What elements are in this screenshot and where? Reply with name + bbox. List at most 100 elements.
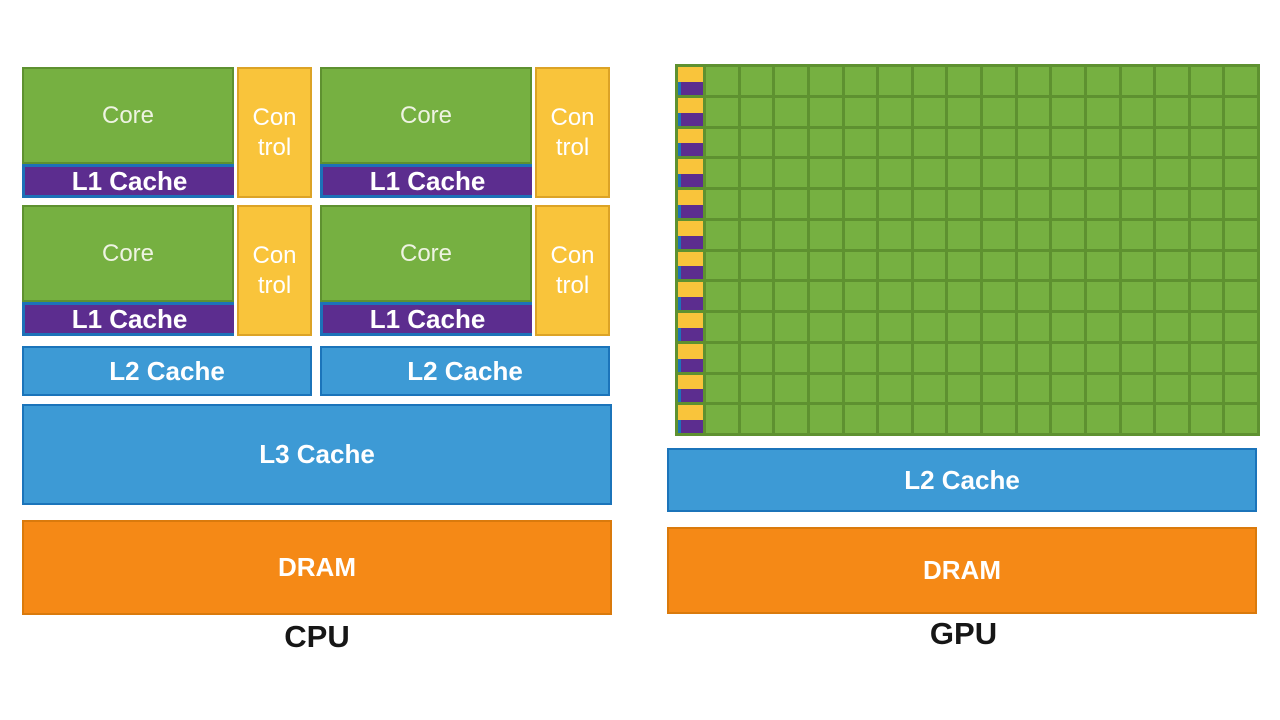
gpu-core-cell bbox=[913, 128, 946, 157]
gpu-control-l1-stripe bbox=[678, 313, 703, 341]
gpu-core-cell bbox=[1156, 313, 1188, 341]
cpu-core-unit: Core L1 Cache Con trol bbox=[22, 67, 312, 198]
gpu-core-cell bbox=[983, 159, 1015, 187]
gpu-core-cell bbox=[844, 282, 877, 310]
gpu-control-l1-stripe bbox=[678, 190, 703, 218]
gpu-core-cell bbox=[1052, 313, 1084, 341]
gpu-core-cell bbox=[948, 405, 980, 433]
control-label-line: trol bbox=[257, 271, 292, 299]
gpu-core-cell bbox=[879, 220, 911, 249]
gpu-core-cell bbox=[1052, 159, 1084, 187]
gpu-core-cell bbox=[1086, 190, 1119, 218]
gpu-core-cell bbox=[1121, 251, 1154, 280]
gpu-core-cell bbox=[809, 313, 842, 341]
gpu-core-cell bbox=[1086, 128, 1119, 157]
gpu-core-cell bbox=[948, 190, 980, 218]
gpu-core-cell bbox=[1225, 159, 1257, 187]
gpu-core-cell bbox=[983, 343, 1015, 372]
gpu-grid-row bbox=[678, 313, 1257, 341]
gpu-control-stripe bbox=[678, 251, 703, 267]
gpu-control-l1-stripe bbox=[678, 343, 703, 372]
gpu-core-cell bbox=[1156, 374, 1188, 403]
gpu-core-cell bbox=[879, 313, 911, 341]
gpu-control-stripe bbox=[678, 313, 703, 328]
gpu-core-cell bbox=[1190, 282, 1223, 310]
gpu-core-cell bbox=[879, 159, 911, 187]
cpu-dram-block: DRAM bbox=[22, 520, 612, 615]
gpu-core-cell bbox=[1086, 159, 1119, 187]
gpu-label: GPU bbox=[929, 616, 998, 651]
gpu-control-l1-stripe bbox=[678, 159, 703, 187]
gpu-l1-stripe bbox=[678, 297, 703, 310]
cpu-label: CPU bbox=[284, 619, 350, 654]
control-label-line: trol bbox=[555, 133, 590, 161]
gpu-l1-stripe bbox=[678, 143, 703, 157]
gpu-core-cell bbox=[948, 220, 980, 249]
cpu-core-block: Core bbox=[22, 67, 234, 164]
cpu-core-block: Core bbox=[320, 67, 532, 164]
gpu-core-cell bbox=[1017, 313, 1050, 341]
gpu-core-cell bbox=[1121, 128, 1154, 157]
gpu-l1-stripe bbox=[678, 420, 703, 433]
gpu-panel: L2 Cache DRAM GPU bbox=[667, 64, 1260, 667]
gpu-core-cell bbox=[1017, 343, 1050, 372]
gpu-core-cell bbox=[775, 313, 807, 341]
gpu-core-cell bbox=[983, 405, 1015, 433]
gpu-core-cell bbox=[1052, 128, 1084, 157]
gpu-core-cell bbox=[844, 313, 877, 341]
gpu-core-cell bbox=[1017, 67, 1050, 95]
gpu-core-cell bbox=[1156, 159, 1188, 187]
gpu-grid-row bbox=[678, 67, 1257, 95]
gpu-grid-row bbox=[678, 405, 1257, 433]
gpu-core-cell bbox=[1225, 97, 1257, 126]
gpu-core-cell bbox=[844, 374, 877, 403]
cpu-l2-cache-block: L2 Cache bbox=[22, 346, 312, 396]
control-label-line: Con bbox=[252, 241, 297, 269]
gpu-l1-stripe bbox=[678, 389, 703, 403]
gpu-core-cell bbox=[1052, 343, 1084, 372]
gpu-core-cell bbox=[1225, 220, 1257, 249]
control-label-line: Con bbox=[252, 103, 297, 131]
gpu-core-cell bbox=[1225, 190, 1257, 218]
gpu-core-cell bbox=[983, 97, 1015, 126]
gpu-dram-block: DRAM bbox=[667, 527, 1257, 614]
gpu-core-cell bbox=[1052, 251, 1084, 280]
gpu-core-cell bbox=[844, 220, 877, 249]
gpu-core-cell bbox=[1156, 343, 1188, 372]
gpu-core-cell bbox=[948, 251, 980, 280]
gpu-core-cell bbox=[1156, 251, 1188, 280]
cpu-core-block: Core bbox=[22, 205, 234, 302]
gpu-control-l1-stripe bbox=[678, 220, 703, 249]
cpu-l1-cache-block: L1 Cache bbox=[22, 164, 234, 198]
gpu-core-cell bbox=[1190, 220, 1223, 249]
control-label-line: Con bbox=[550, 241, 595, 269]
gpu-control-stripe bbox=[678, 159, 703, 175]
cpu-core-unit: Core L1 Cache Con trol bbox=[22, 205, 312, 336]
gpu-core-cell bbox=[983, 313, 1015, 341]
gpu-core-cell bbox=[740, 159, 773, 187]
gpu-core-cell bbox=[879, 282, 911, 310]
gpu-core-cell bbox=[1225, 251, 1257, 280]
gpu-control-l1-stripe bbox=[678, 128, 703, 157]
gpu-control-stripe bbox=[678, 405, 703, 421]
gpu-core-cell bbox=[1121, 159, 1154, 187]
gpu-core-cell bbox=[740, 374, 773, 403]
gpu-core-cell bbox=[1190, 128, 1223, 157]
gpu-core-cell bbox=[1190, 97, 1223, 126]
gpu-core-cell bbox=[983, 282, 1015, 310]
gpu-l1-stripe bbox=[678, 327, 703, 341]
gpu-core-cell bbox=[1121, 313, 1154, 341]
gpu-core-cell bbox=[1156, 405, 1188, 433]
gpu-core-cell bbox=[740, 220, 773, 249]
gpu-core-cell bbox=[1086, 405, 1119, 433]
gpu-sm-grid bbox=[675, 64, 1260, 436]
gpu-l1-stripe bbox=[678, 266, 703, 280]
gpu-control-stripe bbox=[678, 343, 703, 359]
gpu-core-cell bbox=[809, 251, 842, 280]
gpu-core-cell bbox=[879, 405, 911, 433]
gpu-control-stripe bbox=[678, 374, 703, 390]
gpu-grid-row bbox=[678, 343, 1257, 372]
gpu-core-cell bbox=[1017, 190, 1050, 218]
gpu-core-cell bbox=[775, 97, 807, 126]
gpu-control-stripe bbox=[678, 282, 703, 298]
